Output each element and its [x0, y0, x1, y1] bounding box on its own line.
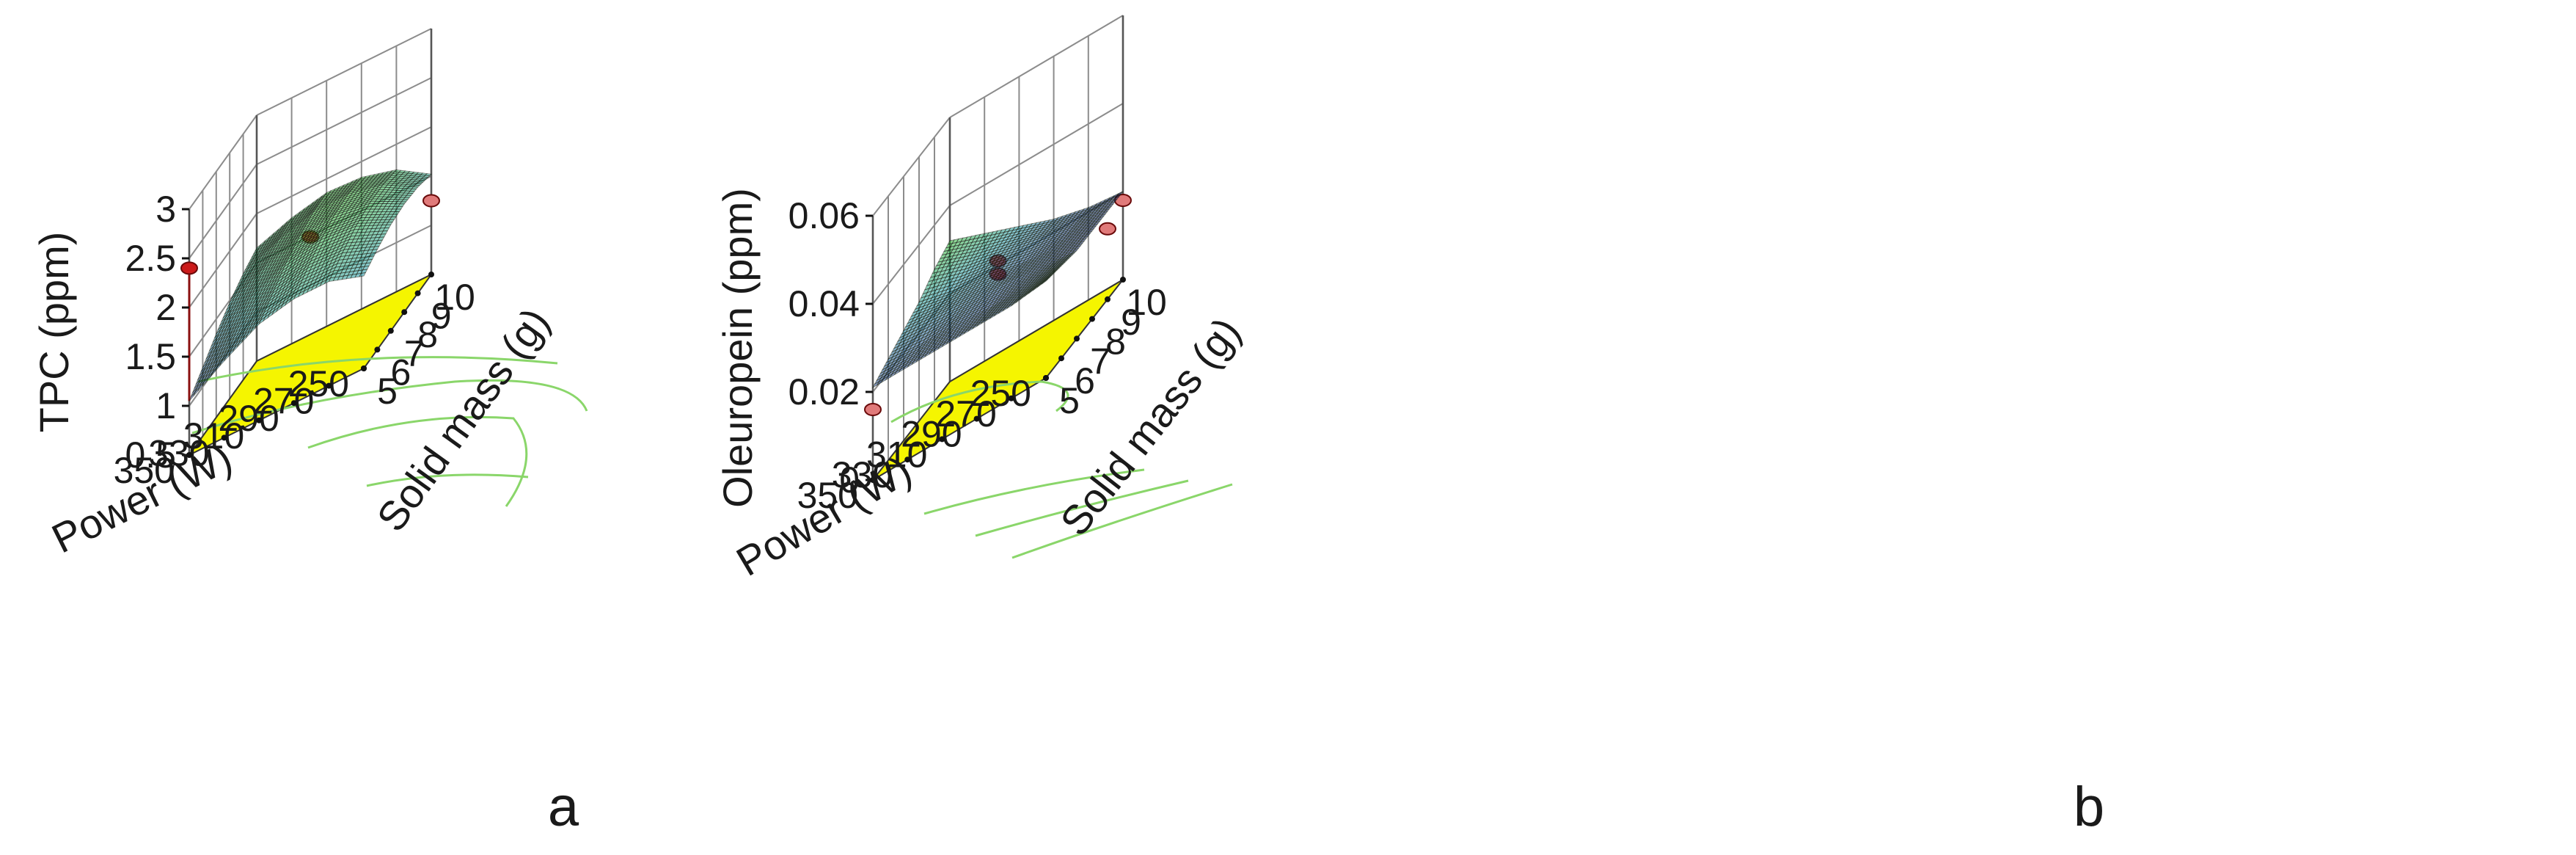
- z-tick-label: 2: [155, 287, 176, 328]
- solid-mass-tick-label: 10: [1126, 282, 1167, 323]
- power-tick-label: 250: [970, 373, 1031, 414]
- solid-mass-axis-label: Solid mass (g): [1051, 309, 1249, 544]
- contour-line: [197, 356, 558, 383]
- tick-mark: [939, 436, 945, 443]
- z-tick-label: 1.5: [125, 336, 176, 377]
- solid-mass-tick-label: 7: [404, 333, 425, 374]
- z-axis-label: TPC (ppm): [31, 232, 77, 433]
- solid-mass-tick-label: 5: [377, 371, 398, 412]
- contour-line: [923, 468, 1145, 515]
- gridline-z: [872, 205, 951, 305]
- tick-mark: [326, 382, 332, 389]
- z-tick-label: 0.02: [788, 371, 860, 412]
- axis-z: 0.5 1 1.5 2 2.5 3 TPC (ppm): [31, 189, 189, 476]
- power-tick-label: 290: [218, 398, 279, 439]
- power-tick-label: 310: [183, 415, 244, 456]
- tick-mark: [256, 417, 263, 423]
- panel-a: 0.5 1 1.5 2 2.5 3 TPC (ppm) 250270290310330350P…: [31, 28, 588, 562]
- power-tick-label: 330: [832, 454, 893, 495]
- tick-mark: [387, 327, 394, 334]
- power-tick-label: 250: [288, 363, 349, 404]
- contour-line: [307, 415, 528, 507]
- tick-mark: [290, 400, 297, 407]
- z-axis-label: Oleuropein (ppm): [714, 188, 761, 508]
- solid-mass-axis-label: Solid mass (g): [367, 299, 558, 539]
- power-tick-label: 310: [866, 434, 927, 475]
- contour-line: [890, 380, 1069, 423]
- gridline-z: [256, 28, 432, 116]
- tick-mark: [401, 309, 408, 316]
- z-tick-label: 0.5: [125, 434, 176, 476]
- solid-mass-tick-label: 5: [1059, 380, 1080, 421]
- z-tick-label: 1: [155, 385, 176, 426]
- z-tick-label: 0.04: [788, 283, 860, 324]
- response-surface: [871, 191, 1124, 389]
- axis-z: 0 0.02 0.04 0.06 Oleuropein (ppm): [714, 188, 873, 508]
- gridline-z: [872, 117, 951, 217]
- gridline-z: [189, 164, 257, 259]
- solid-mass-tick-label: 6: [1075, 360, 1095, 401]
- tick-mark: [428, 272, 434, 277]
- solid-mass-tick-label: 10: [434, 277, 475, 318]
- tick-mark: [186, 452, 192, 458]
- gridline-z: [949, 103, 1124, 206]
- z-tick-label: 0.06: [788, 195, 860, 236]
- design-point: [180, 261, 198, 275]
- z-tick-label: 0: [839, 459, 860, 501]
- tick-mark: [361, 365, 367, 371]
- tick-mark: [1089, 316, 1095, 322]
- solid-mass-tick-label: 6: [390, 352, 411, 393]
- surface-cell: [1116, 191, 1124, 197]
- panel-letter-a: a: [548, 776, 579, 838]
- response-surface: [189, 169, 433, 401]
- panel-letter-b: b: [2074, 776, 2104, 838]
- power-tick-label: 270: [935, 393, 996, 434]
- power-tick-label: 290: [901, 414, 962, 455]
- power-tick-label: 270: [253, 381, 314, 422]
- power-tick-label: 350: [797, 475, 858, 516]
- design-point: [422, 194, 440, 208]
- design-point: [864, 403, 882, 416]
- tick-mark: [1043, 375, 1049, 381]
- contour-line: [191, 379, 588, 434]
- panel-b: 0 0.02 0.04 0.06 Oleuropein (ppm) 25027029031…: [714, 15, 1249, 585]
- solid-mass-tick-label: 8: [417, 314, 438, 355]
- tick-mark: [870, 477, 876, 483]
- tick-mark: [1008, 395, 1014, 401]
- surface-cell: [424, 173, 433, 176]
- gridline-z: [949, 15, 1124, 118]
- design-point: [1099, 222, 1116, 236]
- z-tick-label: 3: [155, 189, 176, 230]
- tick-mark: [973, 415, 980, 422]
- tick-mark: [414, 290, 421, 296]
- tick-mark: [904, 456, 911, 463]
- contour-line: [366, 473, 529, 487]
- solid-mass-tick-label: 7: [1090, 341, 1110, 382]
- tick-mark: [1058, 355, 1064, 362]
- gridline-z: [256, 77, 432, 165]
- tick-mark: [1120, 277, 1126, 283]
- tick-mark: [374, 346, 381, 353]
- gridline-z: [189, 114, 257, 210]
- z-tick-label: 2.5: [125, 238, 176, 279]
- solid-mass-tick-label: 9: [431, 296, 452, 337]
- gridline-z: [189, 213, 257, 308]
- tick-mark: [1105, 296, 1110, 302]
- gridline-z: [256, 126, 432, 214]
- contour-line: [975, 479, 1189, 537]
- power-tick-label: 350: [114, 450, 175, 491]
- tick-mark: [1074, 335, 1080, 342]
- power-tick-label: 330: [148, 432, 209, 473]
- tick-mark: [221, 434, 227, 441]
- contour-line: [1011, 483, 1233, 559]
